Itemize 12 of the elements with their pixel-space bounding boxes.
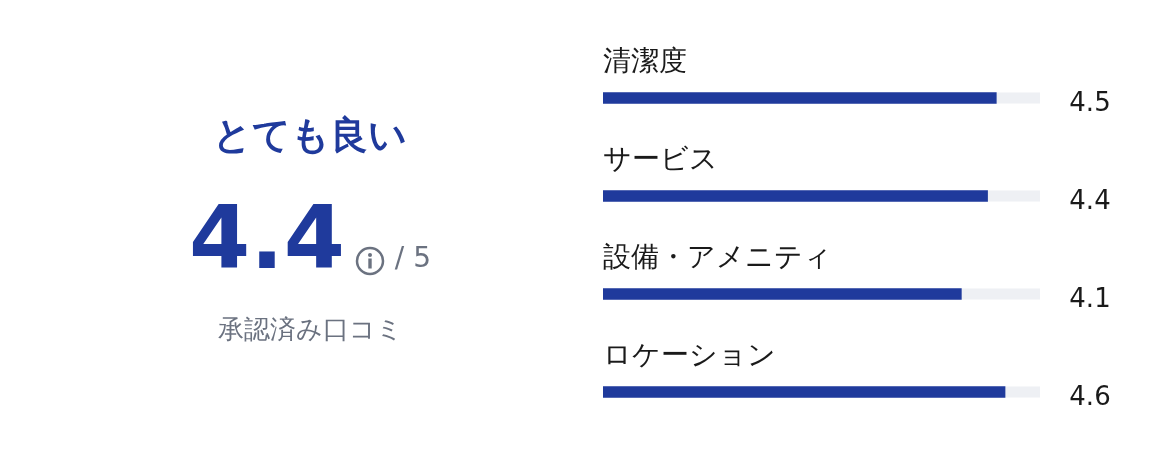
- text: / 5: [394, 241, 432, 274]
- y-tick-label: サービス: [603, 142, 718, 175]
- text: 承認済み口コミ: [216, 313, 404, 346]
- data-label: 4.1: [1069, 282, 1111, 313]
- y-tick-label: 清潔度: [603, 44, 687, 77]
- y-tick-label: ロケーション: [603, 338, 776, 371]
- data-label: 4.5: [1069, 86, 1111, 117]
- text: 4.4: [188, 186, 345, 289]
- y-tick-label: 設備・アメニティ: [603, 240, 832, 273]
- data-label: 4.4: [1069, 184, 1111, 215]
- data-label: 4.6: [1069, 380, 1111, 411]
- text: とても良い: [212, 112, 408, 159]
